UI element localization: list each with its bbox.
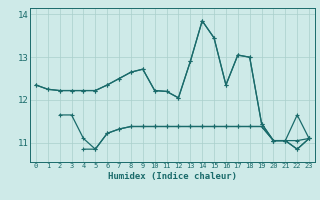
X-axis label: Humidex (Indice chaleur): Humidex (Indice chaleur) xyxy=(108,172,237,181)
